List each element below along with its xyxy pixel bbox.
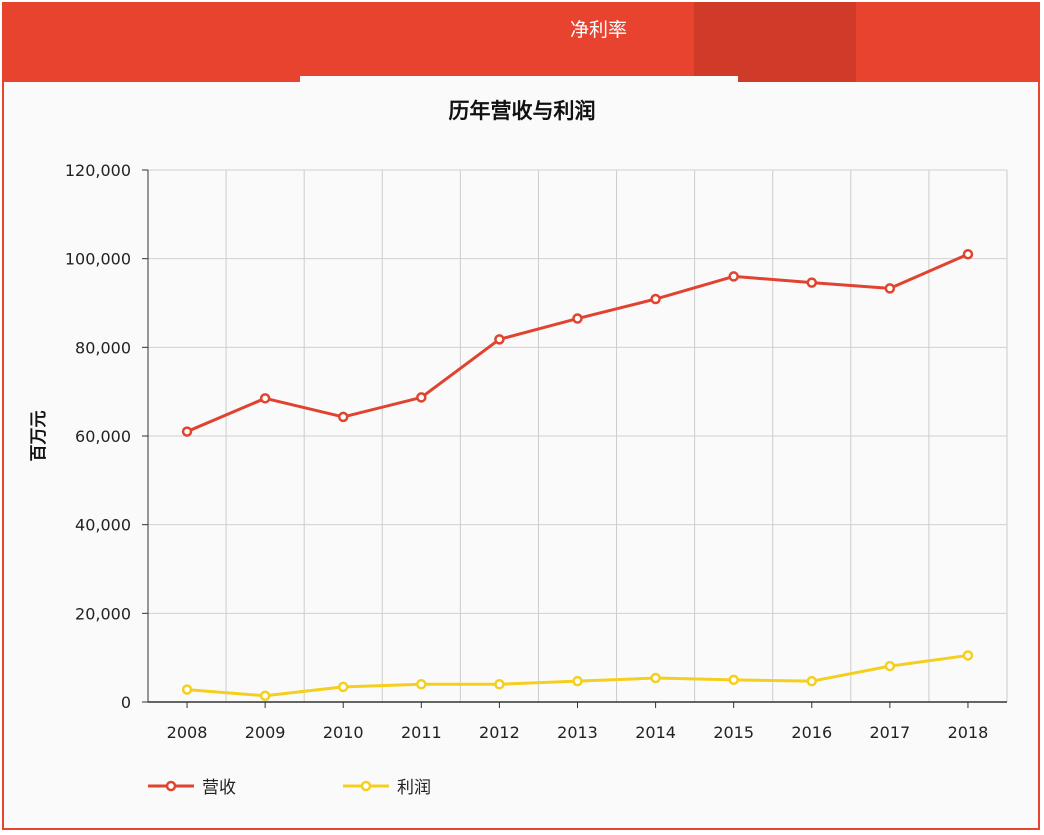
- data-point: [572, 675, 583, 687]
- data-point: [337, 681, 349, 693]
- chart-title: 历年营收与利润: [448, 99, 596, 123]
- data-point: [962, 650, 974, 661]
- y-tick-label: 120,000: [65, 161, 131, 180]
- legend-label: 利润: [397, 778, 431, 798]
- x-tick-label: 2016: [791, 723, 832, 742]
- x-tick-label: 2011: [401, 723, 442, 742]
- data-point: [181, 684, 193, 695]
- x-tick-label: 2014: [635, 723, 676, 742]
- legend-swatch-marker: [360, 780, 372, 792]
- data-point: [650, 293, 661, 305]
- y-tick-label: 0: [121, 693, 131, 712]
- y-tick-label: 60,000: [75, 427, 131, 446]
- data-point: [337, 411, 349, 423]
- legend-label: 营收: [202, 778, 236, 798]
- x-tick-label: 2013: [557, 723, 598, 742]
- data-point: [181, 426, 193, 437]
- y-tick-label: 40,000: [75, 516, 131, 535]
- y-tick-label: 80,000: [75, 338, 131, 357]
- x-tick-label: 2017: [870, 723, 911, 742]
- data-point: [416, 679, 427, 690]
- data-point: [259, 690, 271, 702]
- data-point: [806, 277, 818, 288]
- data-point: [962, 248, 974, 260]
- data-point: [416, 392, 427, 403]
- data-point: [572, 313, 583, 324]
- legend-swatch-marker: [165, 780, 177, 792]
- x-tick-label: 2018: [948, 723, 989, 742]
- data-point: [728, 674, 739, 686]
- tab-bar: 净利率: [2, 2, 1040, 82]
- data-point: [884, 283, 896, 294]
- x-tick-label: 2015: [713, 723, 754, 742]
- data-point: [884, 660, 896, 672]
- x-tick-label: 2010: [323, 723, 364, 742]
- data-point: [494, 334, 505, 345]
- x-tick-label: 2009: [245, 723, 286, 742]
- tab-underline: [300, 76, 738, 82]
- x-tick-label: 2012: [479, 723, 520, 742]
- data-point: [494, 679, 505, 690]
- y-tick-label: 20,000: [75, 604, 131, 623]
- data-point: [806, 675, 818, 687]
- data-point: [259, 393, 271, 404]
- y-tick-label: 100,000: [65, 250, 131, 269]
- tab-active-highlight: [694, 2, 856, 82]
- x-tick-label: 2008: [167, 723, 208, 742]
- tab-net-margin[interactable]: 净利率: [570, 19, 628, 41]
- data-point: [728, 271, 739, 282]
- y-axis-label: 百万元: [29, 411, 49, 462]
- data-point: [650, 672, 661, 684]
